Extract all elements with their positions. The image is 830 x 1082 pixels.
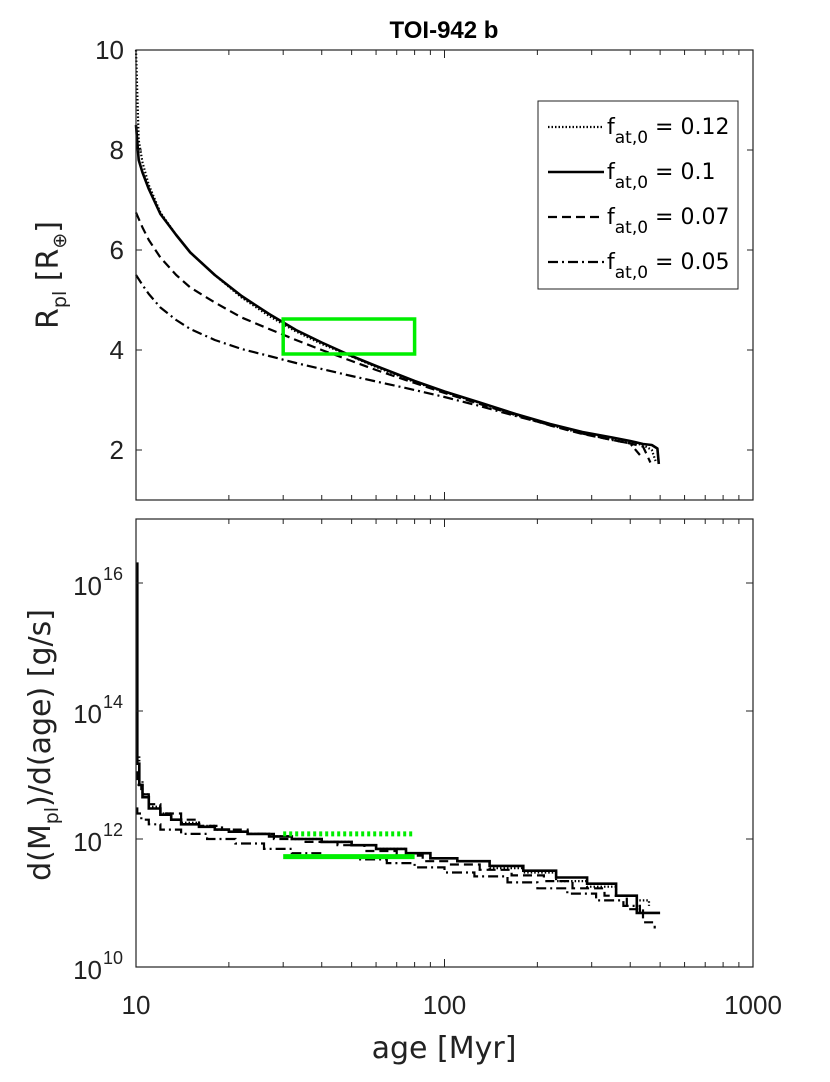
massloss-series-dashed <box>136 771 656 929</box>
legend-box <box>537 100 739 290</box>
bottom-y-tick-exponent: 12 <box>103 820 123 840</box>
chart-title: TOI-942 b <box>390 17 499 44</box>
bottom-y-tick-exponent: 10 <box>103 948 123 968</box>
bottom-y-tick-label: 10 <box>73 699 102 729</box>
top-y-tick-label: 6 <box>110 235 124 265</box>
bottom-ticks <box>135 519 753 968</box>
top-y-axis-label: Rpl [R⊕] <box>31 221 71 329</box>
massloss-series-dashdot <box>136 807 642 913</box>
top-y-tick-label: 2 <box>110 435 124 465</box>
massloss-observation-lines <box>283 831 415 860</box>
top-ticks <box>135 49 753 500</box>
massloss-series-group <box>136 562 661 929</box>
top-y-tick-label: 10 <box>95 35 124 65</box>
observation-box <box>281 317 417 356</box>
legend: fat,0 = 0.12 fat,0 = 0.1 fat,0 = 0.07 fat,0… <box>537 100 739 290</box>
massloss-series-solid <box>136 562 661 915</box>
legend-entry-label: fat,0 = 0.1 <box>607 160 715 193</box>
bottom-y-tick-label: 10 <box>73 571 102 601</box>
bottom-axes-frame <box>135 518 754 968</box>
bottom-y-tick-exponent: 16 <box>103 564 123 584</box>
bottom-x-tick-labels: 10 100 1000 <box>122 990 782 1020</box>
bottom-x-tick-label: 1000 <box>724 990 782 1020</box>
radius-series-group <box>134 49 661 465</box>
legend-entry-label: fat,0 = 0.07 <box>607 205 729 238</box>
bottom-x-tick-label: 10 <box>122 990 151 1020</box>
top-y-tick-labels: 2 4 6 8 10 <box>95 35 124 465</box>
bottom-y-tick-label: 10 <box>73 827 102 857</box>
legend-entry-label: fat,0 = 0.05 <box>607 250 729 283</box>
bottom-y-tick-exponent: 14 <box>103 692 123 712</box>
legend-entry-label: fat,0 = 0.12 <box>607 115 729 148</box>
top-y-tick-label: 4 <box>110 335 124 365</box>
radius-series-dashdot <box>135 274 641 456</box>
top-y-tick-label: 8 <box>110 135 124 165</box>
bottom-x-tick-label: 100 <box>423 990 466 1020</box>
bottom-y-axis-label: d(Mpl)/d(age) [g/s] <box>23 609 63 881</box>
radius-series-solid <box>134 124 661 465</box>
bottom-x-axis-label: age [Myr] <box>372 1031 517 1066</box>
bottom-y-tick-label: 10 <box>73 955 102 985</box>
